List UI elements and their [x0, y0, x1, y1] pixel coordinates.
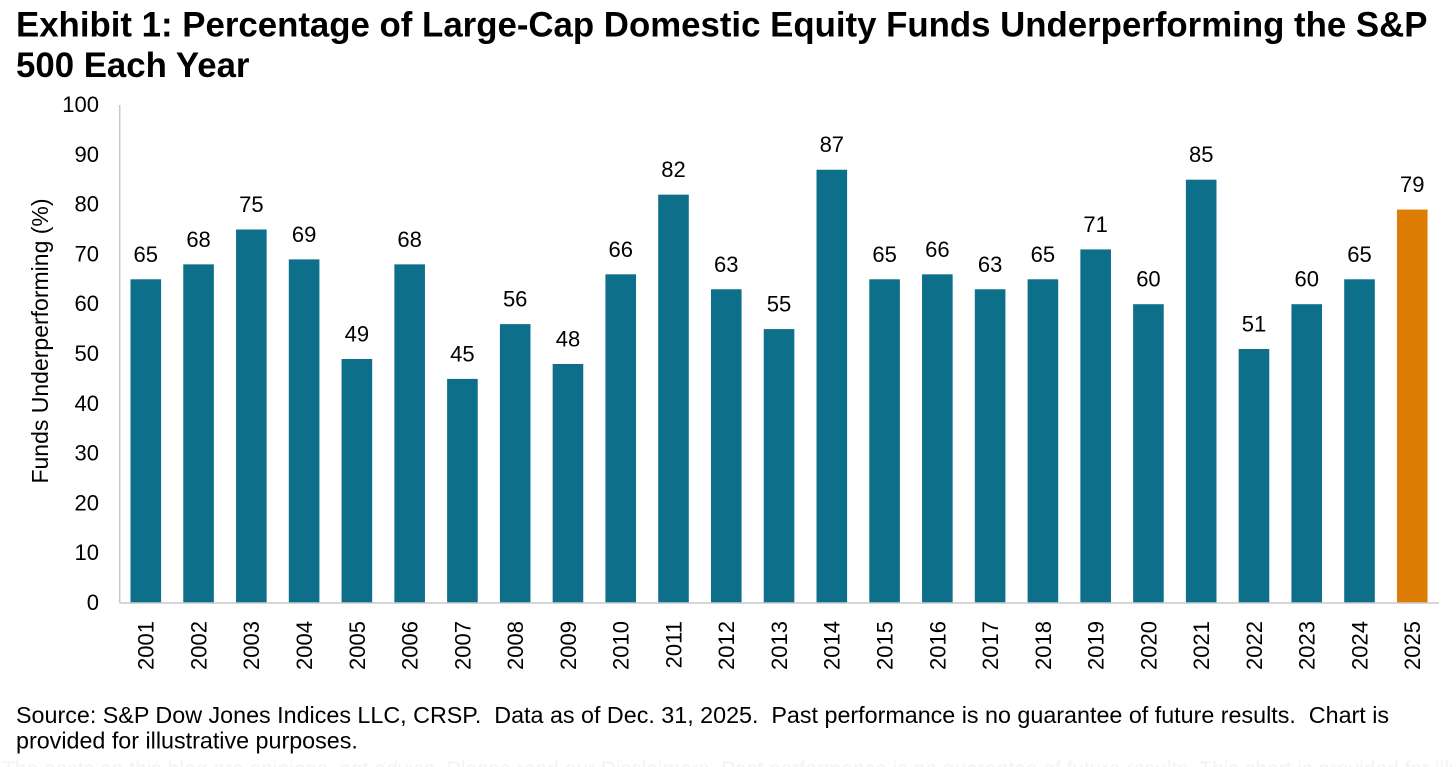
- svg-text:63: 63: [714, 252, 738, 277]
- svg-text:0: 0: [87, 590, 99, 615]
- svg-text:75: 75: [239, 192, 263, 217]
- svg-text:48: 48: [556, 326, 580, 351]
- svg-text:79: 79: [1400, 172, 1424, 197]
- svg-text:63: 63: [978, 252, 1002, 277]
- svg-text:45: 45: [450, 341, 474, 366]
- svg-text:20: 20: [75, 490, 99, 515]
- svg-text:82: 82: [661, 157, 685, 182]
- svg-text:2012: 2012: [714, 621, 739, 670]
- svg-text:2025: 2025: [1400, 621, 1425, 670]
- svg-text:65: 65: [1031, 242, 1055, 267]
- svg-text:Source: S&P Dow Jones Indices: Source: S&P Dow Jones Indices LLC, CRSP.…: [16, 702, 1389, 728]
- svg-text:65: 65: [134, 242, 158, 267]
- svg-text:30: 30: [75, 441, 99, 466]
- svg-text:66: 66: [608, 237, 632, 262]
- svg-text:90: 90: [75, 142, 99, 167]
- svg-text:49: 49: [345, 321, 369, 346]
- svg-text:provided for illustrative purp: provided for illustrative purposes.: [16, 728, 358, 754]
- svg-text:2019: 2019: [1084, 621, 1109, 670]
- svg-text:69: 69: [292, 222, 316, 247]
- svg-text:10: 10: [75, 540, 99, 565]
- svg-text:70: 70: [75, 241, 99, 266]
- svg-text:2005: 2005: [345, 621, 370, 670]
- svg-text:2017: 2017: [978, 621, 1003, 670]
- svg-text:2009: 2009: [556, 621, 581, 670]
- svg-text:40: 40: [75, 391, 99, 416]
- svg-text:2008: 2008: [503, 621, 528, 670]
- svg-text:55: 55: [767, 292, 791, 317]
- svg-text:68: 68: [186, 227, 210, 252]
- svg-text:2013: 2013: [767, 621, 792, 670]
- svg-text:66: 66: [925, 237, 949, 262]
- svg-text:60: 60: [75, 291, 99, 316]
- svg-text:56: 56: [503, 287, 527, 312]
- svg-text:2023: 2023: [1295, 621, 1320, 670]
- svg-text:60: 60: [1294, 267, 1318, 292]
- svg-text:2002: 2002: [186, 621, 211, 670]
- svg-text:65: 65: [1347, 242, 1371, 267]
- svg-text:2022: 2022: [1242, 621, 1267, 670]
- svg-text:2010: 2010: [609, 621, 634, 670]
- svg-text:100: 100: [62, 92, 99, 117]
- svg-text:500 Each Year: 500 Each Year: [16, 46, 250, 85]
- svg-text:2024: 2024: [1347, 621, 1372, 670]
- svg-text:85: 85: [1189, 142, 1213, 167]
- svg-text:65: 65: [872, 242, 896, 267]
- svg-text:Funds Underperforming (%): Funds Underperforming (%): [27, 198, 53, 483]
- svg-text:2014: 2014: [820, 621, 845, 670]
- svg-text:2007: 2007: [450, 621, 475, 670]
- svg-text:71: 71: [1083, 212, 1107, 237]
- svg-text:50: 50: [75, 341, 99, 366]
- svg-text:2004: 2004: [292, 621, 317, 670]
- svg-text:2003: 2003: [239, 621, 264, 670]
- svg-text:2016: 2016: [925, 621, 950, 670]
- svg-text:Exhibit 1: Percentage of Large: Exhibit 1: Percentage of Large-Cap Domes…: [16, 6, 1427, 45]
- svg-text:80: 80: [75, 192, 99, 217]
- svg-text:The posts on this blog are opi: The posts on this blog are opinions, not…: [2, 758, 1456, 767]
- svg-text:2006: 2006: [398, 621, 423, 670]
- svg-text:2020: 2020: [1136, 621, 1161, 670]
- svg-text:87: 87: [820, 132, 844, 157]
- svg-text:2011: 2011: [661, 621, 686, 668]
- svg-text:2001: 2001: [134, 621, 159, 670]
- svg-text:51: 51: [1242, 312, 1266, 337]
- svg-text:2018: 2018: [1031, 621, 1056, 670]
- svg-text:60: 60: [1136, 267, 1160, 292]
- svg-text:2015: 2015: [872, 621, 897, 670]
- svg-text:68: 68: [397, 227, 421, 252]
- svg-text:2021: 2021: [1189, 621, 1214, 670]
